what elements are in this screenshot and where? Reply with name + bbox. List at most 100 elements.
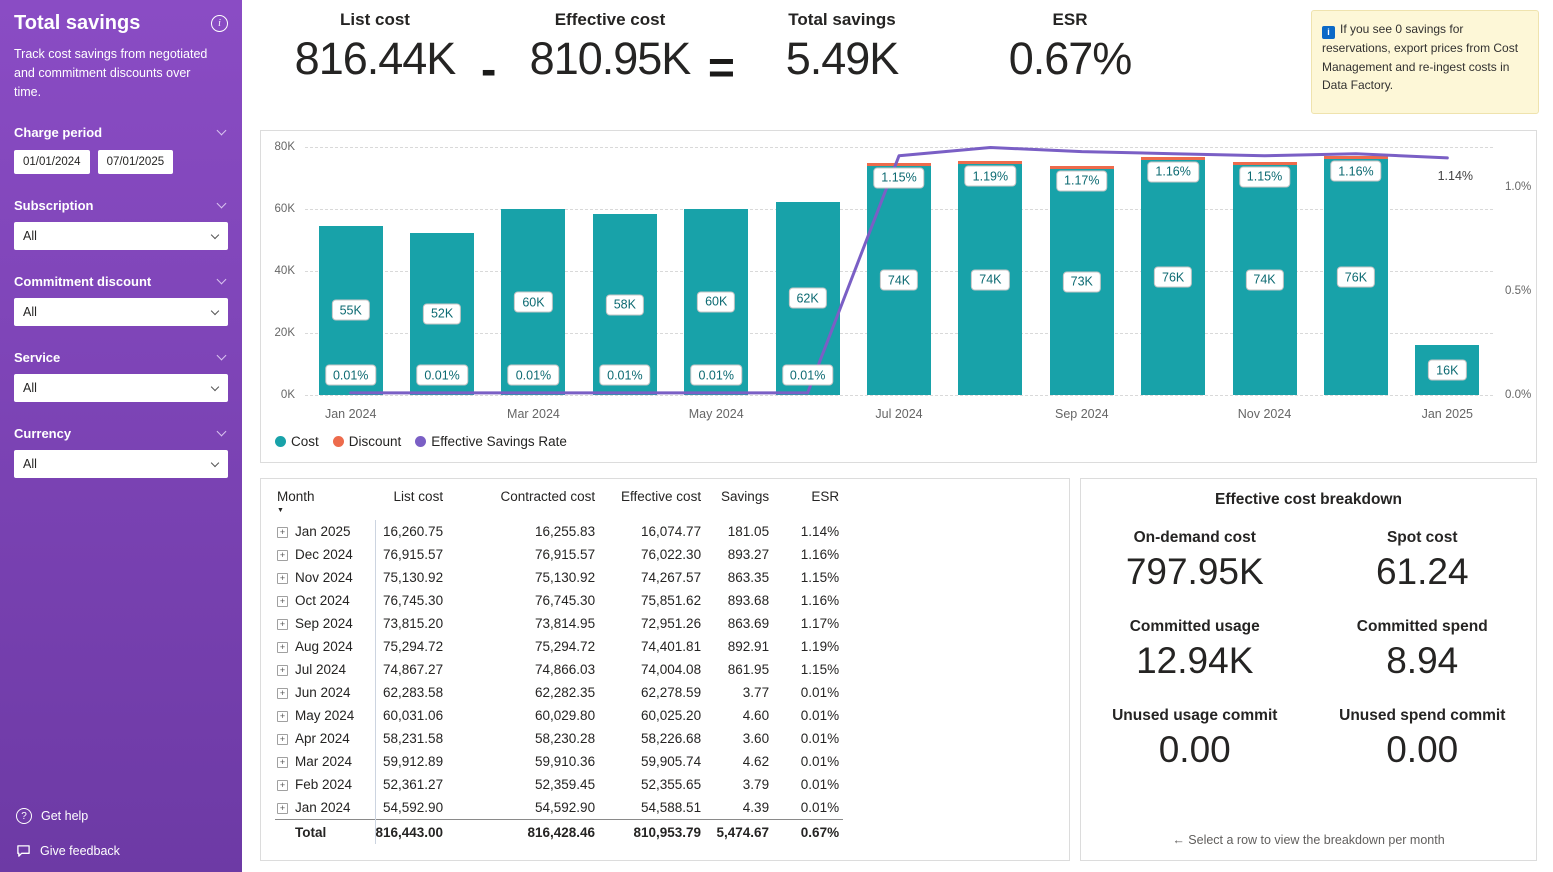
commitment-discount-dropdown[interactable]: All	[14, 298, 228, 327]
info-icon[interactable]	[211, 15, 228, 32]
breakdown-label: Unused spend commit	[1339, 707, 1506, 724]
breakdown-value: 0.00	[1158, 729, 1231, 770]
kpi-value: 816.44K	[294, 33, 457, 84]
month-label: Sep 2024	[295, 616, 353, 631]
breakdown-spot-cost: Spot cost 61.24	[1309, 529, 1537, 593]
table-row[interactable]: Aug 202475,294.7275,294.7274,401.81892.9…	[275, 635, 843, 658]
table-row[interactable]: Jan 202516,260.7516,255.8316,074.77181.0…	[275, 520, 843, 543]
esr-value-label: 1.17%	[1056, 170, 1108, 192]
breakdown-value: 797.95K	[1125, 551, 1264, 592]
filter-subscription: Subscription All	[14, 198, 228, 251]
bar-value-label: 60K	[514, 291, 553, 313]
table-row[interactable]: Feb 202452,361.2752,359.4552,355.653.790…	[275, 773, 843, 796]
breakdown-unused-spend-commit: Unused spend commit 0.00	[1309, 707, 1537, 771]
sidebar: Total savings Track cost savings from ne…	[0, 0, 242, 872]
cost-chart: 0K 20K 40K 60K 80K 0.0% 0.5% 1.0% 55K 0.01% 52K 0.0…	[261, 131, 1536, 462]
kpi-total-savings: Total savings 5.49K	[752, 10, 932, 85]
chart-legend: Cost Discount Effective Savings Rate	[275, 434, 567, 449]
expand-icon[interactable]	[277, 619, 288, 630]
legend-item-cost[interactable]: Cost	[275, 434, 319, 449]
column-header-effective-cost[interactable]: Effective cost	[621, 489, 702, 504]
month-label: Feb 2024	[295, 777, 353, 792]
expand-icon[interactable]	[277, 780, 288, 791]
table-row[interactable]: Jul 202474,867.2774,866.0374,004.08861.9…	[275, 658, 843, 681]
discount-segment	[1232, 161, 1297, 165]
column-header-savings[interactable]: Savings	[721, 489, 770, 504]
expand-icon[interactable]	[277, 803, 288, 814]
savings-table-card: Month List cost Contracted cost Effective c…	[260, 478, 1070, 861]
kpi-label: Total savings	[788, 10, 896, 29]
month-label: May 2024	[295, 708, 355, 723]
table-row[interactable]: Oct 202476,745.3076,745.3075,851.62893.6…	[275, 589, 843, 612]
month-label: Dec 2024	[295, 547, 353, 562]
y-axis-tick: 80K	[274, 141, 295, 153]
column-header-esr[interactable]: ESR	[811, 489, 840, 504]
discount-segment	[1141, 156, 1206, 160]
month-label: Jan 2024	[295, 800, 351, 815]
bar-value-label: 62K	[788, 287, 827, 309]
expand-icon[interactable]	[277, 642, 288, 653]
expand-icon[interactable]	[277, 596, 288, 607]
charge-period-end-input[interactable]: 07/01/2025	[97, 150, 174, 175]
bar-value-label: 60K	[697, 291, 736, 313]
expand-icon[interactable]	[277, 711, 288, 722]
chevron-down-icon[interactable]	[216, 274, 227, 285]
get-help-button[interactable]: Get help	[16, 808, 120, 824]
filter-currency: Currency All	[14, 426, 228, 479]
discount-segment	[867, 162, 931, 166]
expand-icon[interactable]	[277, 757, 288, 768]
dropdown-value: All	[23, 457, 37, 472]
currency-dropdown[interactable]: All	[14, 450, 228, 479]
table-row[interactable]: Jan 202454,592.9054,592.9054,588.514.390…	[275, 796, 843, 820]
service-dropdown[interactable]: All	[14, 374, 228, 403]
kpi-label: List cost	[340, 10, 410, 29]
kpi-effective-cost: Effective cost 810.95K	[515, 10, 705, 85]
breakdown-label: Committed spend	[1356, 618, 1488, 635]
x-axis-tick: Jan 2025	[1421, 407, 1474, 421]
expand-icon[interactable]	[277, 527, 288, 538]
chevron-down-icon[interactable]	[216, 125, 227, 136]
table-row[interactable]: Jun 202462,283.5862,282.3562,278.593.770…	[275, 681, 843, 704]
table-row[interactable]: Sep 202473,815.2073,814.9572,951.26863.6…	[275, 612, 843, 635]
filter-commitment-discount: Commitment discount All	[14, 274, 228, 327]
expand-icon[interactable]	[277, 734, 288, 745]
table-row[interactable]: May 202460,031.0660,029.8060,025.204.600…	[275, 704, 843, 727]
expand-icon[interactable]	[277, 573, 288, 584]
breakdown-unused-usage-commit: Unused usage commit 0.00	[1081, 707, 1309, 771]
equals-operator: =	[708, 41, 735, 93]
x-axis-tick: Mar 2024	[507, 407, 560, 421]
expand-icon[interactable]	[277, 688, 288, 699]
breakdown-label: On-demand cost	[1133, 529, 1256, 546]
give-feedback-button[interactable]: Give feedback	[16, 844, 120, 858]
table-row[interactable]: Dec 202476,915.5776,915.5776,022.30893.2…	[275, 543, 843, 566]
legend-item-discount[interactable]: Discount	[332, 434, 401, 449]
breakdown-grid: On-demand cost 797.95K Spot cost 61.24 Commi…	[1081, 529, 1536, 771]
breakdown-label: Committed usage	[1129, 618, 1260, 635]
column-header-list-cost[interactable]: List cost	[393, 489, 444, 504]
get-help-label: Get help	[41, 809, 89, 823]
kpi-label: Effective cost	[554, 10, 666, 29]
chevron-down-icon[interactable]	[216, 198, 227, 209]
column-header-label: Month	[277, 489, 315, 504]
breakdown-hint: ← Select a row to view the breakdown per…	[1172, 833, 1445, 847]
charge-period-start-input[interactable]: 01/01/2024	[14, 150, 90, 175]
table-row[interactable]: Nov 202475,130.9275,130.9274,267.57863.3…	[275, 566, 843, 589]
month-label: Nov 2024	[295, 570, 353, 585]
table-row[interactable]: Mar 202459,912.8959,910.3659,905.744.620…	[275, 750, 843, 773]
esr-value-label: 1.15%	[873, 167, 925, 189]
give-feedback-label: Give feedback	[40, 844, 120, 858]
y-axis-tick: 20K	[274, 327, 295, 339]
expand-icon[interactable]	[277, 550, 288, 561]
discount-segment	[1049, 165, 1114, 169]
bar-value-label: 55K	[331, 299, 370, 321]
column-header-contracted-cost[interactable]: Contracted cost	[500, 489, 596, 504]
expand-icon[interactable]	[277, 665, 288, 676]
chevron-down-icon[interactable]	[216, 350, 227, 361]
legend-item-effective-savings-rate[interactable]: Effective Savings Rate	[415, 434, 567, 449]
chevron-down-icon[interactable]	[216, 426, 227, 437]
y2-axis-tick: 0.5%	[1505, 285, 1532, 297]
subscription-dropdown[interactable]: All	[14, 222, 228, 251]
bar-value-label: 74K	[971, 269, 1010, 291]
table-row[interactable]: Apr 202458,231.5858,230.2858,226.683.600…	[275, 727, 843, 750]
column-header-month[interactable]: Month	[275, 487, 375, 520]
